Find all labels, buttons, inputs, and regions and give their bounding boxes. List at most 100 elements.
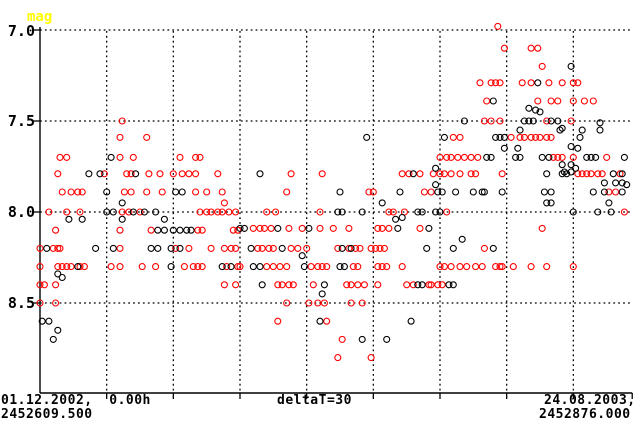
data-point-red [220, 281, 228, 289]
data-point-black [567, 142, 575, 151]
data-point-black [409, 170, 417, 178]
data-point-red [138, 263, 146, 271]
data-point-red [305, 299, 313, 307]
data-point-red [478, 263, 486, 271]
data-point-red [338, 335, 346, 343]
data-point-red [52, 299, 60, 307]
data-point-red [232, 244, 240, 252]
data-point-black [532, 106, 540, 114]
data-point-red [307, 263, 315, 271]
data-point-red [289, 281, 297, 289]
x-axis-start-jd-label: 2452609.500 [1, 407, 93, 422]
data-point-black [318, 290, 326, 298]
data-point-red [180, 263, 188, 271]
data-point-black [612, 179, 620, 187]
data-point-red [496, 79, 504, 87]
data-point-black [516, 126, 524, 134]
data-point-black [338, 244, 346, 252]
data-point-black [109, 244, 117, 252]
data-point-black [249, 263, 257, 271]
y-axis-title: mag [27, 9, 53, 25]
data-point-red [449, 133, 457, 141]
data-point-black [576, 133, 584, 141]
data-point-red [472, 170, 480, 178]
data-point-red [234, 263, 242, 271]
data-point-black [247, 244, 255, 252]
data-point-black [558, 124, 566, 132]
data-point-red [178, 170, 186, 178]
data-point-red [207, 208, 215, 216]
data-point-black [620, 153, 628, 161]
data-point-red [463, 263, 471, 271]
data-point-red [227, 244, 235, 252]
data-point-black [554, 117, 562, 125]
y-tick-label-7-0: 7.0 [7, 22, 35, 40]
data-point-red [194, 226, 202, 234]
data-point-red [258, 244, 266, 252]
data-point-black [489, 97, 497, 105]
data-point-red [172, 244, 180, 252]
data-point-red [460, 153, 468, 161]
data-point-black [618, 179, 626, 187]
data-point-black [547, 188, 555, 196]
data-point-red [385, 208, 393, 216]
data-point-black [432, 208, 440, 216]
data-point-black [543, 170, 551, 178]
data-point-red [483, 97, 491, 105]
data-point-black [567, 62, 575, 70]
data-point-red [63, 263, 71, 271]
data-point-black [547, 117, 555, 125]
data-point-black [545, 153, 553, 161]
data-point-black [529, 117, 537, 125]
data-point-red [569, 97, 577, 105]
data-point-black [534, 79, 542, 87]
data-point-red [474, 153, 482, 161]
data-point-red [249, 224, 257, 232]
data-point-black [129, 208, 137, 216]
data-point-red [229, 226, 237, 234]
data-point-red [192, 153, 200, 161]
data-point-black [414, 208, 422, 216]
data-point-red [436, 263, 444, 271]
data-point-black [358, 335, 366, 343]
data-point-red [487, 117, 495, 125]
data-point-red [416, 170, 424, 178]
data-point-black [543, 199, 551, 207]
data-point-red [456, 263, 464, 271]
data-point-red [358, 299, 366, 307]
data-point-black [43, 244, 51, 252]
y-tick-label-8-0: 8.0 [7, 203, 35, 221]
data-point-black [489, 244, 497, 252]
data-point-black [58, 273, 66, 282]
data-point-black [336, 188, 344, 196]
data-point-black [358, 208, 366, 216]
data-point-red [436, 170, 444, 178]
data-point-red [152, 263, 160, 271]
data-point-black [169, 226, 177, 234]
data-point-black [258, 281, 266, 289]
data-point-black [227, 263, 235, 271]
data-point-black [347, 244, 355, 252]
data-point-black [498, 188, 506, 196]
data-point-red [232, 208, 240, 216]
data-point-black [96, 170, 104, 178]
data-point-red [349, 263, 357, 271]
data-point-red [287, 244, 295, 252]
data-point-red [598, 170, 606, 178]
data-point-red [207, 244, 215, 252]
data-point-black [278, 244, 286, 252]
data-point-red [369, 188, 377, 196]
data-point-red [118, 208, 126, 216]
data-point-red [298, 224, 306, 232]
data-point-red [467, 153, 475, 161]
data-point-black [458, 235, 466, 243]
data-point-black [167, 244, 175, 252]
data-point-red [409, 281, 417, 289]
data-point-red [538, 62, 546, 70]
data-point-black [460, 117, 468, 125]
data-point-black [334, 208, 342, 216]
data-point-red [532, 133, 540, 141]
data-point-black [449, 281, 457, 289]
data-point-black [600, 179, 608, 187]
data-point-red [494, 22, 502, 30]
